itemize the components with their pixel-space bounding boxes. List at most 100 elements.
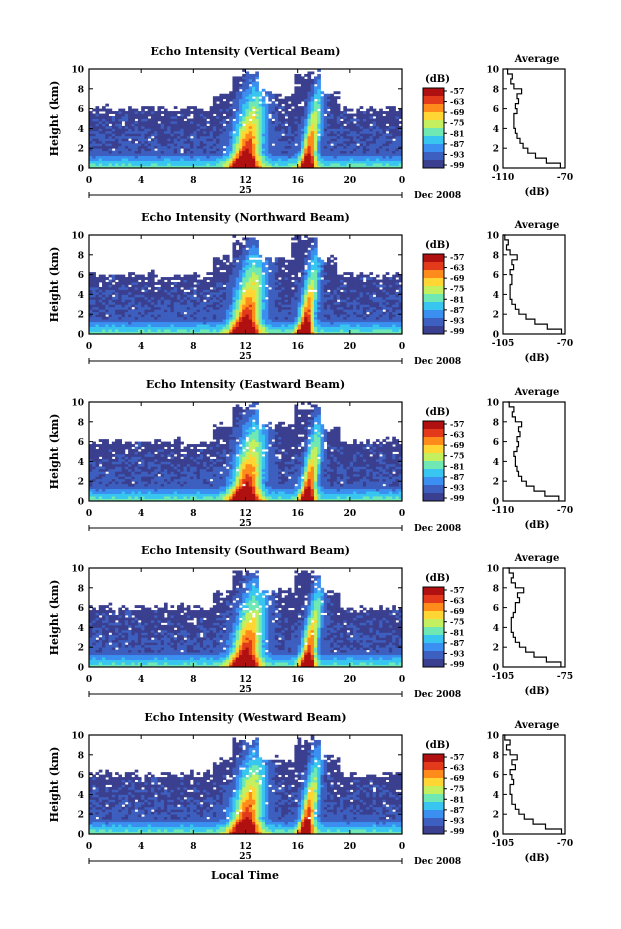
heatmap-cell — [304, 314, 308, 318]
heatmap-cell — [261, 326, 266, 330]
heatmap-cell — [141, 309, 145, 313]
heatmap-cell — [392, 140, 396, 144]
heatmap-cell — [216, 272, 220, 276]
heatmap-cell — [255, 81, 259, 85]
heatmap-cell — [313, 133, 318, 137]
heatmap-cell — [366, 123, 370, 127]
heatmap-cell — [147, 294, 152, 298]
heatmap-cell — [252, 272, 256, 276]
heatmap-cell — [268, 150, 272, 154]
heatmap-cell — [92, 153, 96, 157]
heatmap-cell — [317, 284, 321, 288]
heatmap-cell — [327, 257, 331, 261]
heatmap-cell — [180, 324, 184, 327]
heatmap-cell — [242, 158, 246, 161]
heatmap-cell — [379, 155, 383, 159]
heatmap-cell — [105, 135, 109, 139]
heatmap-cell — [268, 257, 272, 261]
heatmap-cell — [212, 324, 217, 327]
heatmap-cell — [313, 143, 318, 147]
heatmap-cell — [252, 120, 256, 124]
heatmap-cell — [193, 299, 197, 303]
heatmap-cell — [128, 291, 132, 295]
heatmap-cell — [167, 282, 171, 285]
heatmap-cell — [235, 289, 240, 293]
heatmap-cell — [291, 309, 295, 313]
heatmap-cell — [248, 140, 253, 144]
heatmap-cell — [336, 150, 341, 154]
heatmap-cell — [134, 279, 139, 283]
heatmap-cell — [323, 331, 328, 335]
heatmap-cell — [118, 326, 122, 330]
heatmap-cell — [232, 98, 237, 102]
heatmap-cell — [330, 304, 334, 308]
heatmap-cell — [150, 301, 155, 305]
heatmap-cell — [375, 150, 380, 154]
heatmap-cell — [353, 284, 357, 288]
heatmap-cell — [340, 316, 344, 320]
heatmap-cell — [245, 86, 250, 90]
heatmap-cell — [274, 123, 279, 127]
heatmap-cell — [261, 143, 266, 147]
heatmap-cell — [219, 326, 224, 330]
heatmap-cell — [89, 150, 93, 154]
heatmap-cell — [307, 269, 312, 273]
heatmap-cell — [212, 138, 217, 142]
heatmap-cell — [160, 148, 165, 152]
heatmap-cell — [209, 277, 214, 280]
heatmap-cell — [242, 91, 246, 95]
heatmap-cell — [271, 326, 276, 330]
heatmap-cell — [307, 329, 312, 332]
heatmap-cell — [304, 123, 308, 127]
heatmap-cell — [333, 309, 338, 313]
heatmap-cell — [238, 125, 243, 129]
heatmap-cell — [359, 145, 364, 149]
heatmap-cell — [212, 158, 217, 161]
heatmap-cell — [310, 301, 315, 305]
heatmap-cell — [115, 331, 119, 335]
heatmap-cell — [265, 130, 269, 134]
heatmap-cell — [336, 143, 341, 147]
heatmap-cell — [278, 163, 282, 166]
heatmap-cell — [173, 153, 178, 157]
heatmap-cell — [245, 155, 250, 159]
heatmap-cell — [242, 145, 246, 149]
heatmap-cell — [232, 311, 237, 315]
heatmap-cell — [212, 153, 217, 157]
heatmap-cell — [160, 279, 165, 283]
heatmap-cell — [225, 150, 230, 154]
heatmap-cell — [137, 311, 142, 315]
heatmap-cell — [362, 138, 367, 142]
heatmap-cell — [105, 113, 109, 117]
heatmap-cell — [395, 153, 400, 157]
heatmap-cell — [268, 316, 272, 320]
heatmap-cell — [261, 319, 266, 323]
heatmap-cell — [190, 331, 194, 335]
heatmap-cell — [284, 150, 289, 154]
heatmap-cell — [134, 143, 139, 147]
heatmap-cell — [95, 113, 100, 117]
heatmap-cell — [261, 96, 266, 100]
heatmap-cell — [131, 272, 136, 276]
heatmap-cell — [225, 267, 230, 271]
heatmap-cell — [170, 324, 175, 327]
heatmap-cell — [258, 155, 263, 159]
heatmap-cell — [268, 274, 272, 278]
heatmap-cell — [261, 111, 266, 114]
heatmap-cell — [284, 120, 289, 124]
heatmap-cell — [359, 274, 364, 278]
heatmap-cell — [362, 130, 367, 134]
heatmap-cell — [199, 316, 204, 320]
heatmap-cell — [180, 316, 184, 320]
heatmap-cell — [261, 284, 266, 288]
heatmap-cell — [320, 143, 325, 147]
heatmap-cell — [359, 116, 364, 119]
heatmap-cell — [313, 294, 318, 298]
heatmap-cell — [102, 143, 106, 147]
heatmap-cell — [147, 329, 152, 332]
heatmap-cell — [252, 145, 256, 149]
heatmap-cell — [196, 299, 201, 303]
heatmap-cell — [173, 296, 178, 300]
heatmap-cell — [242, 128, 246, 132]
heatmap-cell — [131, 118, 136, 122]
